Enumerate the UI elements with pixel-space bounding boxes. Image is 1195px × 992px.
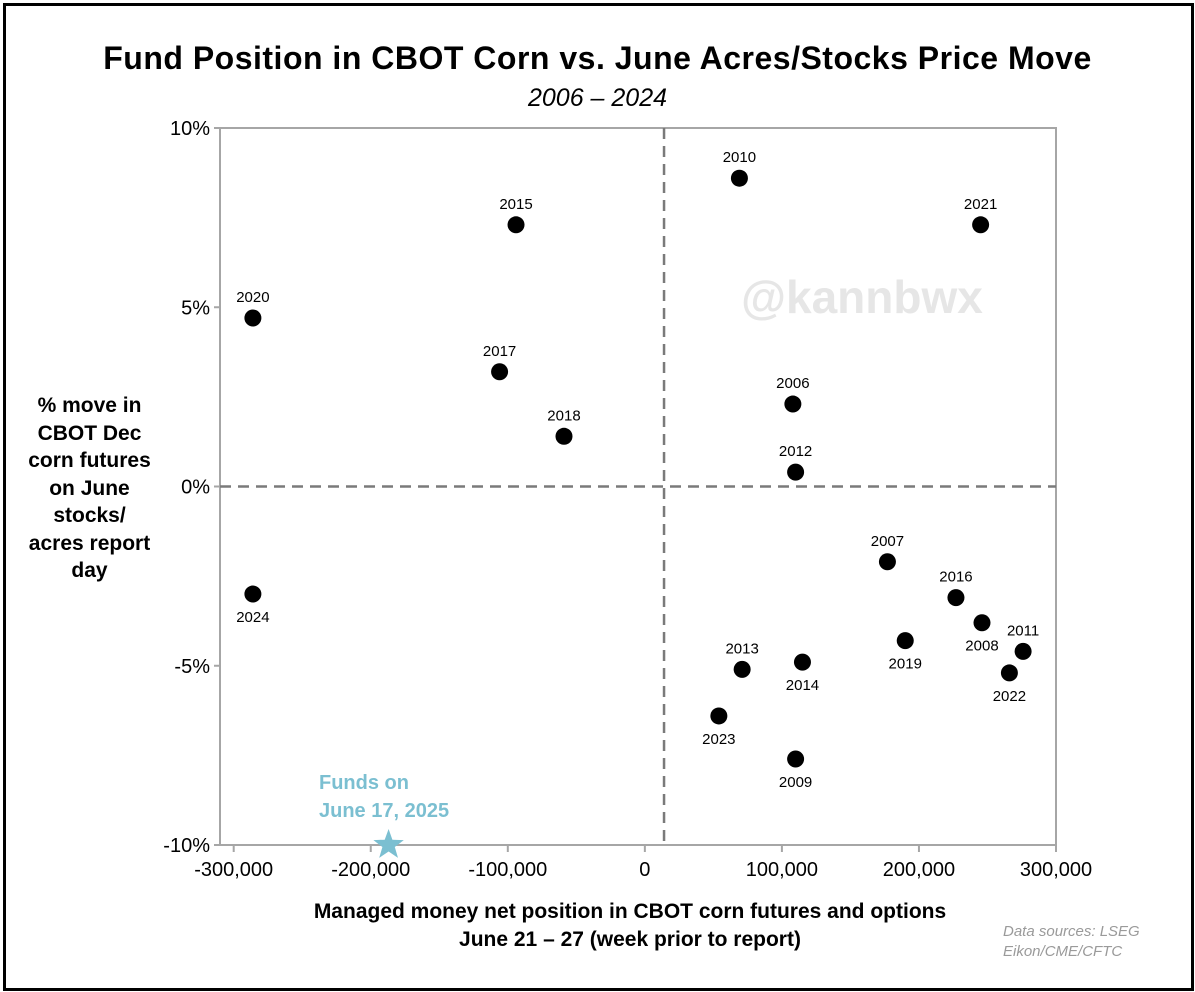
- y-axis-label-line: day: [71, 559, 108, 582]
- data-point-label: 2022: [993, 688, 1026, 705]
- y-axis-label: % move in CBOT Dec corn futures on June …: [22, 392, 157, 585]
- y-axis-label-line: CBOT Dec: [37, 421, 142, 445]
- data-point-2008: [973, 614, 991, 632]
- data-point-2007: [878, 553, 896, 571]
- data-point-2024: [244, 585, 262, 603]
- data-point-label: 2019: [889, 656, 922, 673]
- data-point-label: 2011: [1007, 622, 1039, 639]
- data-source-note: Data sources: LSEG Eikon/CME/CFTC: [1003, 922, 1183, 962]
- funds-position-label: June 17, 2025: [319, 800, 449, 822]
- chart-frame: [3, 3, 1194, 991]
- data-point-2017: [491, 363, 509, 381]
- data-point-label: 2012: [779, 443, 812, 460]
- data-point-label: 2017: [483, 343, 516, 360]
- data-point-label: 2010: [723, 149, 756, 166]
- data-point-2009: [787, 750, 805, 768]
- data-point-label: 2021: [964, 196, 997, 213]
- data-point-2014: [793, 653, 811, 671]
- chart-title: Fund Position in CBOT Corn vs. June Acre…: [103, 40, 1092, 76]
- data-point-2016: [947, 589, 965, 607]
- data-point-label: 2015: [499, 196, 532, 213]
- data-point-2015: [507, 216, 525, 234]
- y-tick-label: 10%: [170, 118, 210, 140]
- y-axis-label-line: stocks/: [53, 504, 126, 527]
- data-point-label: 2009: [779, 774, 812, 791]
- funds-position-star-marker: [373, 829, 404, 858]
- data-point-2006: [784, 395, 802, 413]
- data-point-label: 2024: [236, 609, 269, 626]
- x-tick-label: -300,000: [194, 859, 273, 881]
- data-source-line: Eikon/CME/CFTC: [1003, 943, 1123, 960]
- x-tick-label: 300,000: [1020, 859, 1092, 881]
- data-point-2022: [1000, 664, 1018, 682]
- data-point-2011: [1014, 642, 1032, 660]
- y-axis-label-line: corn futures: [28, 449, 151, 472]
- data-point-label: 2014: [786, 677, 819, 694]
- data-point-label: 2016: [939, 569, 972, 586]
- chart-subtitle: 2006 – 2024: [527, 84, 668, 112]
- data-point-2019: [896, 632, 914, 650]
- y-tick-label: 5%: [181, 297, 210, 319]
- data-point-2010: [730, 169, 748, 187]
- x-axis-label: Managed money net position in CBOT corn …: [313, 900, 947, 951]
- y-axis-label-line: on June: [49, 476, 130, 500]
- data-point-label: 2008: [965, 638, 998, 655]
- x-tick-label: 0: [639, 859, 650, 881]
- data-point-2013: [733, 660, 751, 678]
- x-tick-label: 100,000: [746, 859, 818, 881]
- y-axis-label-line: acres report: [28, 531, 151, 555]
- data-point-2018: [555, 427, 573, 445]
- data-point-label: 2020: [236, 289, 269, 306]
- x-tick-label: -200,000: [331, 859, 410, 881]
- data-point-2023: [710, 707, 728, 725]
- data-point-label: 2013: [725, 640, 758, 657]
- x-tick-label: 200,000: [883, 859, 955, 881]
- y-axis-label-line: % move in: [37, 394, 142, 417]
- watermark: @kannbwx: [741, 271, 983, 323]
- x-tick-label: -100,000: [468, 859, 547, 881]
- data-point-2020: [244, 309, 262, 327]
- data-point-label: 2006: [776, 375, 809, 392]
- data-point-2012: [787, 463, 805, 481]
- data-point-label: 2007: [871, 533, 904, 550]
- data-point-2021: [972, 216, 990, 234]
- data-source-line: Data sources: LSEG: [1003, 923, 1140, 940]
- y-tick-label: -5%: [174, 656, 210, 678]
- data-point-label: 2023: [702, 731, 735, 748]
- data-point-label: 2018: [547, 407, 580, 424]
- funds-position-label: Funds on: [319, 772, 409, 794]
- y-tick-label: -10%: [163, 835, 210, 857]
- y-tick-label: 0%: [181, 477, 210, 499]
